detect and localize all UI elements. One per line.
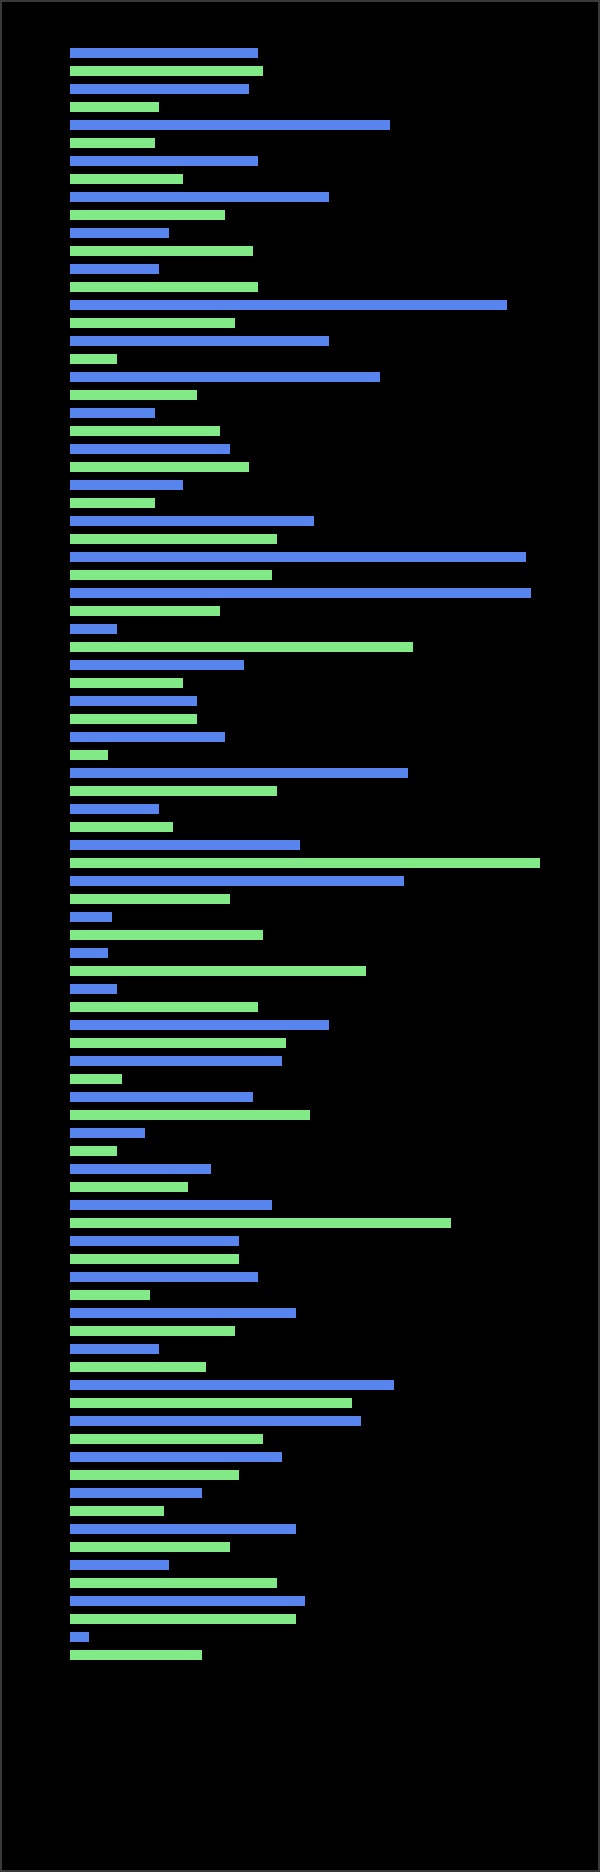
- bar-83: [70, 1542, 230, 1552]
- bar-34: [70, 660, 244, 670]
- bar-21: [70, 426, 220, 436]
- bar-75: [70, 1398, 352, 1408]
- bar-63: [70, 1182, 188, 1192]
- bar-50: [70, 948, 108, 958]
- bar-53: [70, 1002, 258, 1012]
- bar-36: [70, 696, 197, 706]
- bar-79: [70, 1470, 239, 1480]
- bar-49: [70, 930, 263, 940]
- bar-61: [70, 1146, 117, 1156]
- chart-frame: [0, 0, 600, 1872]
- bar-40: [70, 768, 408, 778]
- bar-32: [70, 624, 117, 634]
- bar-51: [70, 966, 366, 976]
- bar-3: [70, 102, 159, 112]
- bar-59: [70, 1110, 310, 1120]
- bar-11: [70, 246, 253, 256]
- bar-42: [70, 804, 159, 814]
- bar-78: [70, 1452, 282, 1462]
- bar-15: [70, 318, 235, 328]
- bar-64: [70, 1200, 272, 1210]
- bar-55: [70, 1038, 286, 1048]
- bar-57: [70, 1074, 122, 1084]
- bar-56: [70, 1056, 282, 1066]
- bar-14: [70, 300, 507, 310]
- bar-2: [70, 84, 249, 94]
- bar-89: [70, 1650, 202, 1660]
- bar-84: [70, 1560, 169, 1570]
- bar-38: [70, 732, 225, 742]
- bar-25: [70, 498, 155, 508]
- bar-4: [70, 120, 390, 130]
- bar-80: [70, 1488, 202, 1498]
- bar-6: [70, 156, 258, 166]
- bar-7: [70, 174, 183, 184]
- bar-67: [70, 1254, 239, 1264]
- bar-48: [70, 912, 112, 922]
- bar-19: [70, 390, 197, 400]
- bar-29: [70, 570, 272, 580]
- bar-52: [70, 984, 117, 994]
- bar-69: [70, 1290, 150, 1300]
- bar-82: [70, 1524, 296, 1534]
- bar-18: [70, 372, 380, 382]
- bar-27: [70, 534, 277, 544]
- bar-35: [70, 678, 183, 688]
- bar-17: [70, 354, 117, 364]
- bar-88: [70, 1632, 89, 1642]
- bar-68: [70, 1272, 258, 1282]
- bar-45: [70, 858, 540, 868]
- bar-9: [70, 210, 225, 220]
- bar-73: [70, 1362, 206, 1372]
- bar-1: [70, 66, 263, 76]
- bar-77: [70, 1434, 263, 1444]
- bar-30: [70, 588, 531, 598]
- bar-16: [70, 336, 329, 346]
- bar-66: [70, 1236, 239, 1246]
- bar-47: [70, 894, 230, 904]
- bar-37: [70, 714, 197, 724]
- bar-41: [70, 786, 277, 796]
- bar-65: [70, 1218, 451, 1228]
- bar-0: [70, 48, 258, 58]
- bar-10: [70, 228, 169, 238]
- bar-13: [70, 282, 258, 292]
- bar-12: [70, 264, 159, 274]
- bar-62: [70, 1164, 211, 1174]
- bar-74: [70, 1380, 394, 1390]
- bar-72: [70, 1344, 159, 1354]
- bar-33: [70, 642, 413, 652]
- bar-46: [70, 876, 404, 886]
- bar-31: [70, 606, 220, 616]
- bar-81: [70, 1506, 164, 1516]
- bar-20: [70, 408, 155, 418]
- bar-86: [70, 1596, 305, 1606]
- bar-28: [70, 552, 526, 562]
- bar-70: [70, 1308, 296, 1318]
- bar-39: [70, 750, 108, 760]
- bar-44: [70, 840, 300, 850]
- bar-71: [70, 1326, 235, 1336]
- bar-76: [70, 1416, 361, 1426]
- bar-5: [70, 138, 155, 148]
- bar-43: [70, 822, 173, 832]
- bar-87: [70, 1614, 296, 1624]
- bar-22: [70, 444, 230, 454]
- bar-85: [70, 1578, 277, 1588]
- bar-54: [70, 1020, 329, 1030]
- bar-60: [70, 1128, 145, 1138]
- bar-23: [70, 462, 249, 472]
- bar-plot-area: [70, 48, 540, 1838]
- bar-8: [70, 192, 329, 202]
- bar-58: [70, 1092, 253, 1102]
- bar-26: [70, 516, 314, 526]
- bar-24: [70, 480, 183, 490]
